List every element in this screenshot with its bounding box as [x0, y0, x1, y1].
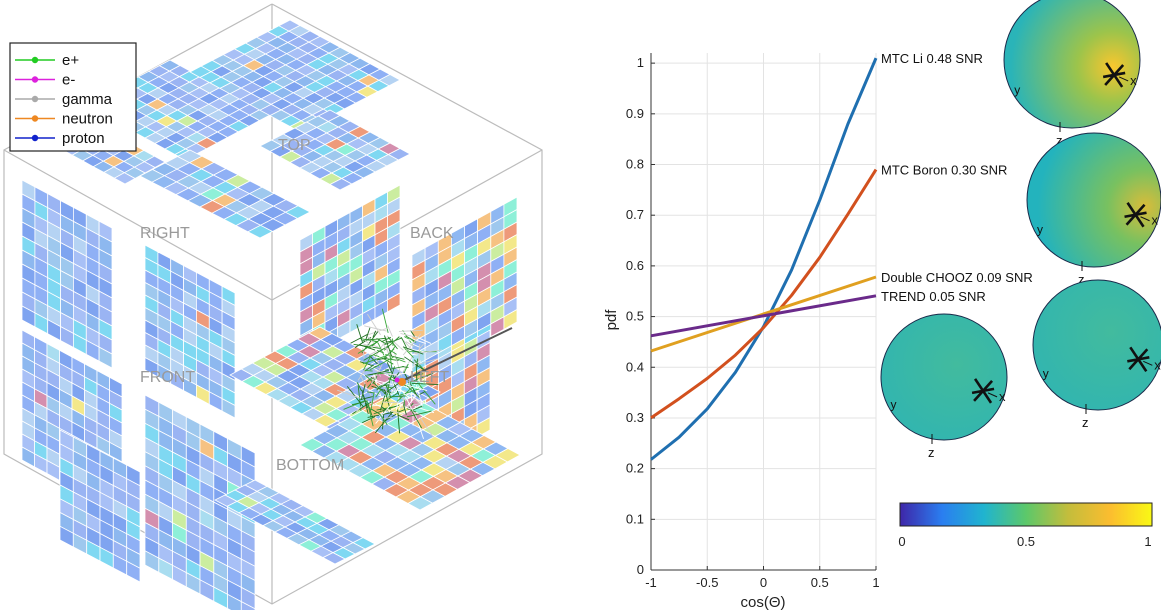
detector-panel	[299, 389, 521, 511]
axis-label-y: y	[1037, 223, 1043, 237]
direction-sphere: x y z	[1003, 0, 1141, 148]
legend-label: proton	[62, 130, 105, 147]
legend-label: e-	[62, 72, 75, 89]
direction-marker	[1127, 346, 1150, 373]
series-label: MTC Boron 0.30 SNR	[881, 163, 1007, 178]
face-label-front: FRONT	[140, 369, 195, 386]
detector-panel	[21, 179, 113, 369]
axis-label-y: y	[1043, 367, 1049, 381]
series-label: TREND 0.05 SNR	[881, 289, 986, 304]
face-label-right: RIGHT	[140, 225, 190, 242]
detector-panel	[139, 149, 311, 239]
legend-label: neutron	[62, 111, 113, 128]
y-tick-label: 1	[637, 55, 644, 70]
colorbar-tick-label: 0.5	[1017, 534, 1035, 549]
x-tick-label: -0.5	[696, 575, 718, 590]
direction-sphere: x y z	[1026, 132, 1161, 287]
legend-entry: proton	[15, 130, 105, 147]
face-label-back: BACK	[410, 225, 454, 242]
y-tick-label: 0.5	[626, 309, 644, 324]
series-line	[650, 275, 877, 353]
legend-box	[9, 42, 137, 152]
x-tick-label: -1	[645, 575, 657, 590]
electron-vertex	[394, 377, 400, 383]
colorbar-tick-label: 1	[1144, 534, 1151, 549]
direction-spheres: x y z x y z x y z x y z	[880, 0, 1161, 460]
y-tick-label: 0.2	[626, 461, 644, 476]
y-tick-label: 0.1	[626, 511, 644, 526]
y-tick-label: 0.7	[626, 207, 644, 222]
y-tick-label: 0.9	[626, 106, 644, 121]
x-tick-label: 0.5	[811, 575, 829, 590]
face-labels: TOP RIGHT BACK FRONT LEFT BOTTOM	[140, 137, 454, 474]
detector-panel	[59, 429, 141, 583]
legend-swatch-marker	[31, 76, 39, 83]
series-lines: MTC Li 0.48 SNR MTC Boron 0.30 SNR Double …	[650, 51, 1033, 461]
neutron-vertex	[398, 378, 406, 386]
colorbar-gradient	[899, 502, 1153, 527]
axis-label-z: z	[1056, 133, 1063, 148]
legend-label: e+	[62, 52, 79, 69]
legend-entry: neutron	[15, 111, 113, 128]
y-tick-label: 0.6	[626, 258, 644, 273]
y-axis-label: pdf	[603, 309, 620, 331]
colorbar-tick-label: 0	[898, 534, 905, 549]
legend-swatch-marker	[31, 95, 39, 103]
series-line	[650, 294, 877, 338]
plot-area: -1 -0.5 0 0.5 1 0 0.1 0.2 0.3 0.4 0.5 0.6 0.7 0.8 0.9 1…	[603, 51, 1033, 610]
detector-cube-view: TOP RIGHT BACK FRONT LEFT BOTTOM e+ e-gam…	[3, 3, 543, 610]
direction-sphere: x y z	[1032, 279, 1161, 430]
pdf-chart-panel: -1 -0.5 0 0.5 1 0 0.1 0.2 0.3 0.4 0.5 0.6 0.7 0.8 0.9 1…	[603, 0, 1161, 610]
legend-entry: gamma	[15, 91, 113, 108]
axis-label-z: z	[1082, 415, 1089, 430]
axis-label-y: y	[890, 398, 896, 412]
particle-legend: e+ e-gamma neutron proton	[9, 42, 137, 152]
colorbar: 0 0.5 1	[898, 502, 1153, 549]
x-tick-label: 0	[760, 575, 767, 590]
y-tick-label: 0.8	[626, 157, 644, 172]
axis-label-y: y	[1014, 83, 1020, 97]
face-label-top: TOP	[278, 137, 311, 154]
legend-swatch-marker	[31, 134, 39, 142]
detector-panel	[214, 479, 376, 565]
legend-swatch-marker	[31, 115, 39, 122]
direction-sphere: x y z	[880, 313, 1008, 460]
detector-panels	[21, 19, 521, 610]
detector-panel	[189, 19, 401, 133]
series-line	[650, 168, 878, 420]
axis-label-z: z	[1078, 272, 1085, 287]
x-tick-label: 1	[872, 575, 879, 590]
series-label: MTC Li 0.48 SNR	[881, 51, 983, 66]
y-tick-label: 0.4	[626, 359, 644, 374]
legend-swatch-marker	[31, 56, 39, 64]
direction-marker	[1102, 62, 1126, 88]
y-tick-label: 0.3	[626, 410, 644, 425]
legend-entry: e+	[15, 52, 79, 69]
detector-panel	[144, 244, 236, 419]
legend-label: gamma	[62, 91, 113, 108]
axis-label-x: x	[999, 389, 1006, 404]
axes: -1 -0.5 0 0.5 1 0 0.1 0.2 0.3 0.4 0.5 0.6 0.7 0.8 0.9 1	[626, 53, 880, 590]
axis-label-z: z	[928, 445, 935, 460]
y-tick-label: 0	[637, 562, 644, 577]
axis-label-x: x	[1152, 213, 1159, 228]
axis-label-x: x	[1130, 73, 1137, 88]
axis-label-x: x	[1154, 357, 1161, 372]
particle-track	[399, 327, 513, 383]
face-label-bottom: BOTTOM	[276, 457, 344, 474]
direction-marker	[971, 378, 995, 404]
detector-panel	[259, 109, 411, 191]
face-label-left: LEFT	[410, 369, 449, 386]
detector-panel	[144, 394, 256, 610]
direction-marker	[1124, 202, 1147, 228]
x-axis-label: cos(Θ)	[741, 594, 786, 610]
detector-panel	[84, 59, 271, 161]
particle-shower	[337, 308, 513, 440]
legend-entry: e-	[15, 72, 75, 89]
series-label: Double CHOOZ 0.09 SNR	[881, 270, 1033, 285]
